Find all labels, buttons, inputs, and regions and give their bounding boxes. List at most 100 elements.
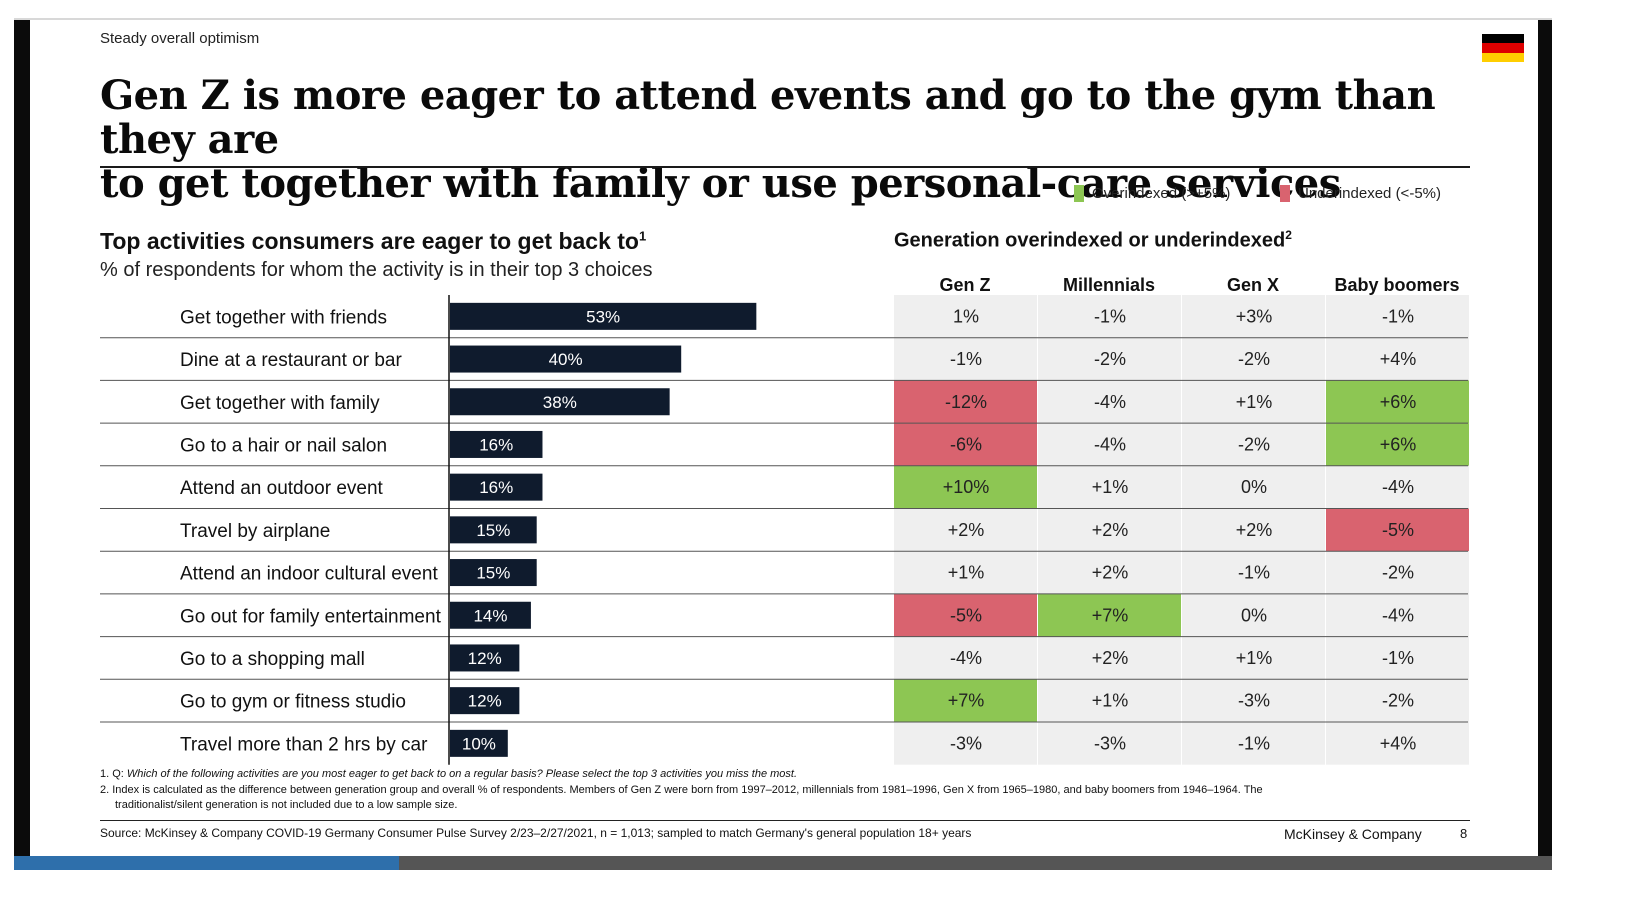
- bar-value-label: 14%: [473, 606, 507, 625]
- legend-over-label: Overindexed (>+5%): [1092, 185, 1231, 202]
- table-cell-value: +2%: [1092, 648, 1129, 668]
- category-label: Go to a shopping mall: [180, 649, 365, 670]
- table-title-footnote: 2: [1285, 228, 1292, 242]
- category-label: Attend an outdoor event: [180, 478, 384, 499]
- bar: [450, 644, 520, 672]
- table-cell-value: -2%: [1094, 349, 1126, 369]
- bar-chart-title-text: Top activities consumers are eager to ge…: [100, 228, 639, 254]
- table-cell-value: -2%: [1238, 434, 1270, 454]
- table-cell-bg: [1038, 295, 1181, 338]
- table-cell-value: -2%: [1382, 691, 1414, 711]
- table-cell-value: +6%: [1380, 434, 1417, 454]
- bar-value-label: 15%: [476, 564, 510, 583]
- table-cell-value: -4%: [950, 648, 982, 668]
- col-head-baby-boomers: Baby boomers: [1334, 275, 1460, 295]
- table-cell-value: +1%: [1092, 477, 1129, 497]
- table-cell-bg: [894, 337, 1037, 381]
- bar: [450, 345, 682, 373]
- table-cell-bg: [894, 551, 1037, 594]
- table-cell-bg: [1038, 508, 1181, 552]
- slide-progress-fill: [14, 856, 399, 870]
- footnote-1: 1. Q: Which of the following activities …: [100, 768, 797, 780]
- table-cell-value: +1%: [1236, 648, 1273, 668]
- bar-value-label: 53%: [586, 307, 620, 326]
- table-cell-value: +2%: [1236, 520, 1273, 540]
- table-cell-bg: [1182, 508, 1325, 552]
- bar: [450, 430, 543, 458]
- table-cell-value: +10%: [943, 477, 990, 497]
- bar-value-label: 10%: [462, 734, 496, 753]
- table-cell-bg: [1326, 551, 1469, 594]
- table-cell-bg: [1182, 380, 1325, 424]
- frame-top-edge: [14, 18, 1552, 20]
- table-cell-bg: [1182, 722, 1325, 765]
- footnote-1-number: 1. Q:: [100, 768, 124, 780]
- table-cell-bg: [1182, 551, 1325, 594]
- category-label: Dine at a restaurant or bar: [180, 350, 402, 371]
- table-cell-value: -1%: [1094, 306, 1126, 326]
- table-cell-value: -4%: [1094, 392, 1126, 412]
- legend-over-swatch: [1074, 185, 1084, 202]
- table-cell-value: +2%: [948, 520, 985, 540]
- frame-right-border: [1538, 20, 1552, 862]
- bar: [450, 302, 757, 330]
- table-cell-bg: [1182, 337, 1325, 381]
- table-cell-value: -5%: [1382, 520, 1414, 540]
- table-cell-value: -12%: [945, 392, 987, 412]
- category-label: Go to a hair or nail salon: [180, 435, 387, 456]
- table-cell-value: -5%: [950, 605, 982, 625]
- title-line-2: to get together with family or use perso…: [100, 160, 1341, 207]
- bar-chart-title: Top activities consumers are eager to ge…: [100, 228, 646, 255]
- col-head-gen-z: Gen Z: [939, 275, 991, 295]
- table-cell-bg: [1182, 593, 1325, 637]
- table-cell-bg: [1038, 423, 1181, 466]
- table-cell-bg: [1326, 679, 1469, 722]
- footnote-2-line-1: 2. Index is calculated as the difference…: [100, 784, 1263, 796]
- bar-value-label: 38%: [543, 393, 577, 412]
- table-cell-value: +1%: [1092, 691, 1129, 711]
- germany-flag-icon: [1482, 34, 1524, 62]
- bar-value-label: 16%: [479, 478, 513, 497]
- table-cell-value: -3%: [950, 733, 982, 753]
- table-cell-bg: [1038, 465, 1181, 509]
- table-cell-bg: [894, 636, 1037, 680]
- section-tag: Steady overall optimism: [100, 30, 260, 47]
- table-cell-bg: [894, 722, 1037, 765]
- table-cell-value: 0%: [1241, 477, 1267, 497]
- table-cell-bg: [1326, 423, 1469, 466]
- table-cell-value: 0%: [1241, 605, 1267, 625]
- table-cell-value: +7%: [948, 691, 985, 711]
- bar-value-label: 16%: [479, 435, 513, 454]
- page-number: 8: [1460, 826, 1468, 841]
- table-cell-bg: [894, 465, 1037, 509]
- bar-value-label: 40%: [549, 350, 583, 369]
- table-cell-bg: [1038, 636, 1181, 680]
- table-cell-value: -1%: [1382, 648, 1414, 668]
- table-cell-bg: [1038, 337, 1181, 381]
- table-cell-value: +4%: [1380, 733, 1417, 753]
- table-cell-bg: [1326, 295, 1469, 338]
- table-cell-bg: [894, 508, 1037, 552]
- table-cell-value: -4%: [1094, 434, 1126, 454]
- table-cell-value: +2%: [1092, 563, 1129, 583]
- slide-progress-track: [14, 856, 1552, 870]
- table-cell-bg: [894, 295, 1037, 338]
- table-cell-bg: [1182, 423, 1325, 466]
- table-cell-value: +4%: [1380, 349, 1417, 369]
- table-cell-bg: [1326, 636, 1469, 680]
- footnote-1-text: Which of the following activities are yo…: [126, 768, 798, 780]
- page-title: Gen Z is more eager to attend events and…: [100, 74, 1480, 206]
- table-cell-value: +1%: [948, 563, 985, 583]
- table-cell-value: -1%: [950, 349, 982, 369]
- table-cell-value: +2%: [1092, 520, 1129, 540]
- table-cell-bg: [1326, 465, 1469, 509]
- table-cell-bg: [1326, 593, 1469, 637]
- category-label: Travel more than 2 hrs by car: [180, 734, 428, 755]
- legend-under-label: Underindexed (<-5%): [1298, 185, 1441, 202]
- title-line-1: Gen Z is more eager to attend events and…: [100, 72, 1436, 163]
- frame-left: [0, 0, 14, 902]
- bar: [450, 601, 531, 629]
- table-cell-bg: [1182, 636, 1325, 680]
- legend-underindexed: Underindexed (<-5%): [1280, 185, 1441, 202]
